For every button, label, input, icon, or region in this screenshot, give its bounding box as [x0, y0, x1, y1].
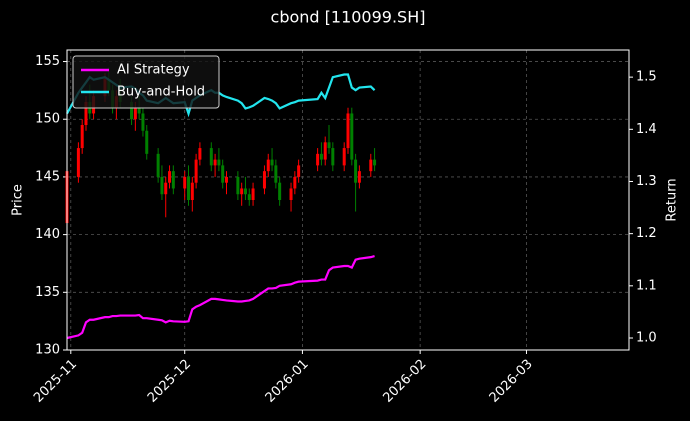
y-tick-label: 150 [35, 112, 60, 127]
candle-body [266, 159, 270, 172]
candle-body [80, 125, 84, 149]
chart-title: cbond [110099.SH] [271, 8, 426, 27]
series-line [66, 255, 375, 340]
y2-tick-label: 1.1 [636, 278, 657, 293]
candle-body [194, 159, 198, 183]
candle-body [350, 113, 354, 160]
candle-body [316, 153, 320, 166]
y-tick-label: 135 [35, 285, 60, 300]
candle-body [240, 188, 244, 195]
candle-body [160, 176, 164, 195]
y-tick-label: 155 [35, 54, 60, 69]
y-axis-label: Price [11, 184, 26, 216]
y2-tick-label: 1.2 [636, 226, 657, 241]
candle-body [293, 176, 297, 189]
candle-body [198, 148, 202, 160]
candle-body [289, 188, 293, 200]
candle-body [183, 176, 187, 189]
legend-box [72, 55, 220, 109]
y-tick-label: 140 [35, 227, 60, 242]
candle-body [217, 159, 221, 166]
candle-body [297, 165, 301, 177]
candle-body [137, 107, 141, 114]
candle-body [346, 113, 350, 149]
candle-body [187, 176, 191, 200]
candle-body [323, 142, 327, 160]
candle-body [156, 153, 160, 177]
candle-body [331, 148, 335, 166]
candle-body [270, 159, 274, 166]
candle-body [357, 171, 361, 183]
candle-body [168, 171, 172, 183]
plot-frame [66, 49, 630, 351]
candle-body [84, 101, 88, 125]
candle-body [209, 148, 213, 166]
candle-body [278, 182, 282, 200]
candle-body [247, 194, 251, 200]
candle-body [369, 159, 373, 172]
candle-body [342, 148, 346, 166]
candle-body [171, 171, 175, 189]
y2-tick-label: 1.0 [636, 331, 657, 346]
candle-body [251, 188, 255, 200]
candle-body [224, 176, 228, 183]
candle-body [243, 188, 247, 195]
candle-body [133, 107, 137, 120]
candle-body [319, 153, 323, 160]
candle-body [130, 101, 134, 120]
candle-body [164, 182, 168, 195]
candle-body [141, 113, 145, 131]
candle-body [221, 165, 225, 183]
candle-body [190, 182, 194, 200]
legend-label: Buy-and-Hold [117, 85, 205, 100]
y2-tick-label: 1.4 [636, 122, 657, 137]
y2-axis-label: Return [665, 178, 680, 221]
candle-body [262, 171, 266, 189]
candle-body [373, 159, 377, 166]
candle-body [327, 142, 331, 149]
candle-body [76, 148, 80, 177]
candle-body [213, 159, 217, 166]
candle-body [236, 176, 240, 195]
candle-body [145, 130, 149, 154]
y2-tick-label: 1.3 [636, 174, 657, 189]
y2-tick-label: 1.5 [636, 70, 657, 85]
candle-body [274, 165, 278, 183]
candle-body [354, 159, 358, 183]
y-tick-label: 130 [35, 343, 60, 358]
legend-label: AI Strategy [117, 63, 190, 78]
y-tick-label: 145 [35, 169, 60, 184]
